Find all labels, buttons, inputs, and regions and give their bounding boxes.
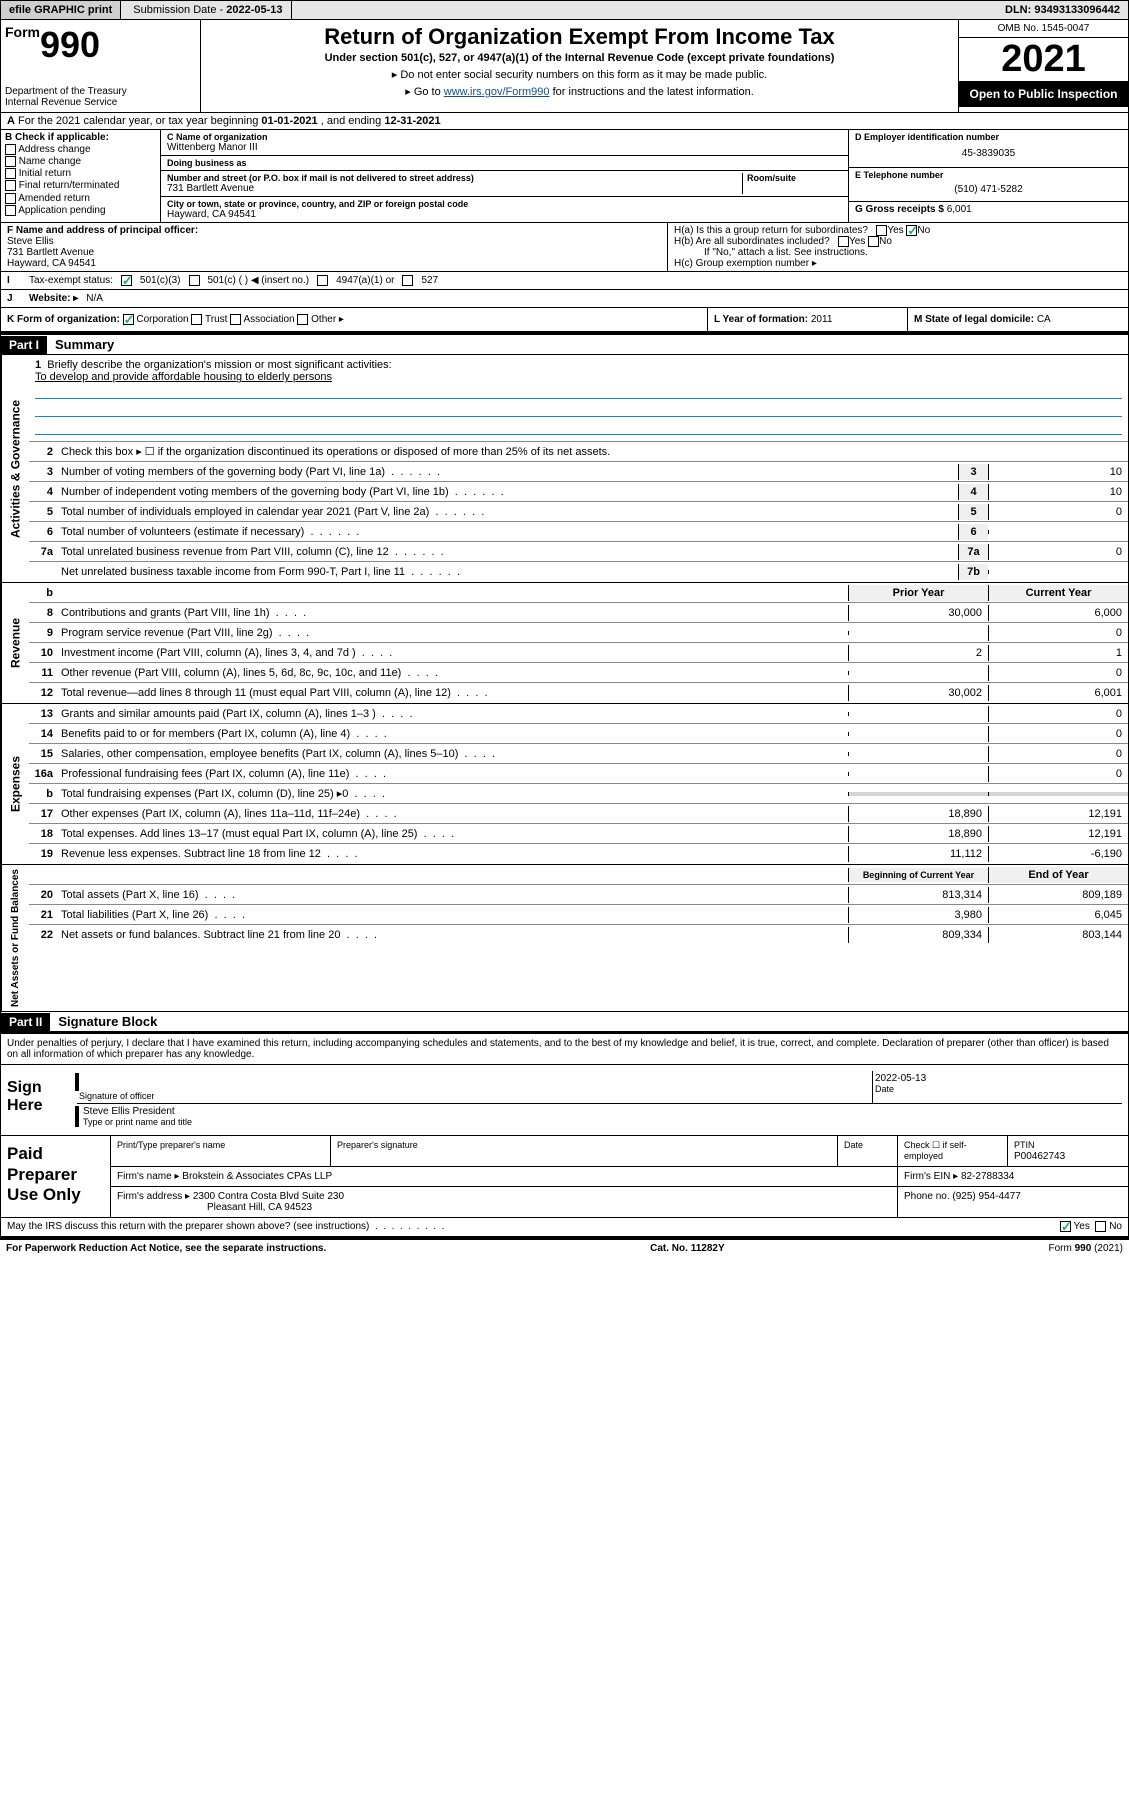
rev-line-8: 8Contributions and grants (Part VIII, li… (29, 603, 1128, 623)
form-subtitle: Under section 501(c), 527, or 4947(a)(1)… (211, 52, 948, 64)
rev-line-12: 12Total revenue—add lines 8 through 11 (… (29, 683, 1128, 703)
rev-line-11: 11Other revenue (Part VIII, column (A), … (29, 663, 1128, 683)
check-amended[interactable]: Amended return (5, 193, 156, 204)
discuss-yes[interactable] (1060, 1221, 1071, 1232)
treasury-dept: Department of the Treasury Internal Reve… (5, 86, 196, 108)
row-i: I Tax-exempt status: 501(c)(3) 501(c) ( … (0, 272, 1129, 290)
link-note: ▸ Go to www.irs.gov/Form990 for instruct… (211, 85, 948, 98)
exp-line-17: 17Other expenses (Part IX, column (A), l… (29, 804, 1128, 824)
row-j: J Website: ▸ N/A (0, 290, 1129, 308)
section-governance: Activities & Governance 1 Briefly descri… (0, 355, 1129, 583)
check-501c3[interactable] (121, 275, 132, 286)
gov-line-4: 4Number of independent voting members of… (29, 482, 1128, 502)
col-d-contact: D Employer identification number 45-3839… (848, 130, 1128, 222)
dln: DLN: 93493133096442 (997, 1, 1128, 19)
phone: (510) 471-5282 (855, 180, 1122, 199)
firm-phone: (925) 954-4477 (952, 1191, 1020, 1202)
section-net-assets: Net Assets or Fund Balances Beginning of… (0, 865, 1129, 1012)
firm-name: Brokstein & Associates CPAs LLP (182, 1171, 332, 1182)
officer-name: Steve Ellis (7, 236, 661, 247)
exp-line-b: bTotal fundraising expenses (Part IX, co… (29, 784, 1128, 804)
gross-receipts: 6,001 (947, 204, 972, 215)
gov-line-3: 3Number of voting members of the governi… (29, 462, 1128, 482)
line-a: A For the 2021 calendar year, or tax yea… (0, 113, 1129, 130)
gov-line-7b: Net unrelated business taxable income fr… (29, 562, 1128, 582)
check-other[interactable] (297, 314, 308, 325)
ein: 45-3839035 (855, 142, 1122, 165)
form-number: Form990 (5, 24, 196, 66)
gov-line-7a: 7aTotal unrelated business revenue from … (29, 542, 1128, 562)
section-revenue: Revenue b Prior Year Current Year 8Contr… (0, 583, 1129, 704)
sign-date: 2022-05-13 (875, 1073, 1120, 1084)
net-line-22: 22Net assets or fund balances. Subtract … (29, 925, 1128, 945)
exp-line-13: 13Grants and similar amounts paid (Part … (29, 704, 1128, 724)
mission: To develop and provide affordable housin… (35, 371, 332, 383)
topbar: efile GRAPHIC print Submission Date - 20… (0, 0, 1129, 20)
part2-bar: Part II Signature Block (0, 1012, 1129, 1032)
paid-preparer: Paid Preparer Use Only Print/Type prepar… (0, 1136, 1129, 1218)
block-bcd: B Check if applicable: Address change Na… (0, 130, 1129, 223)
omb-number: OMB No. 1545-0047 (959, 20, 1128, 38)
check-501c[interactable] (189, 275, 200, 286)
website: N/A (86, 293, 103, 304)
exp-line-14: 14Benefits paid to or for members (Part … (29, 724, 1128, 744)
street-address: 731 Bartlett Avenue (167, 183, 742, 194)
row-klm: K Form of organization: Corporation Trus… (0, 308, 1129, 332)
ssn-note: ▸ Do not enter social security numbers o… (211, 68, 948, 81)
part1-bar: Part I Summary (0, 332, 1129, 355)
check-4947[interactable] (317, 275, 328, 286)
firm-addr2: Pleasant Hill, CA 94523 (117, 1202, 312, 1213)
check-pending[interactable]: Application pending (5, 205, 156, 216)
check-address[interactable]: Address change (5, 144, 156, 155)
penalty-statement: Under penalties of perjury, I declare th… (0, 1032, 1129, 1065)
net-line-20: 20Total assets (Part X, line 16) . . . .… (29, 885, 1128, 905)
sign-here: Sign Here Signature of officer 2022-05-1… (0, 1065, 1129, 1136)
check-final[interactable]: Final return/terminated (5, 180, 156, 191)
net-line-21: 21Total liabilities (Part X, line 26) . … (29, 905, 1128, 925)
check-assoc[interactable] (230, 314, 241, 325)
rev-line-9: 9Program service revenue (Part VIII, lin… (29, 623, 1128, 643)
exp-line-19: 19Revenue less expenses. Subtract line 1… (29, 844, 1128, 864)
check-trust[interactable] (191, 314, 202, 325)
city-state-zip: Hayward, CA 94541 (167, 209, 842, 220)
exp-line-18: 18Total expenses. Add lines 13–17 (must … (29, 824, 1128, 844)
efile-label[interactable]: efile GRAPHIC print (1, 1, 121, 19)
discuss-no[interactable] (1095, 1221, 1106, 1232)
irs-link[interactable]: www.irs.gov/Form990 (444, 86, 550, 98)
exp-line-15: 15Salaries, other compensation, employee… (29, 744, 1128, 764)
form-title: Return of Organization Exempt From Incom… (211, 24, 948, 50)
officer-addr2: Hayward, CA 94541 (7, 258, 661, 269)
year-formation: 2011 (811, 314, 833, 325)
block-fh: F Name and address of principal officer:… (0, 223, 1129, 272)
check-initial[interactable]: Initial return (5, 168, 156, 179)
ptin: P00462743 (1014, 1151, 1065, 1162)
state-domicile: CA (1037, 314, 1051, 325)
public-inspection: Open to Public Inspection (959, 81, 1128, 107)
exp-line-16a: 16aProfessional fundraising fees (Part I… (29, 764, 1128, 784)
section-expenses: Expenses 13Grants and similar amounts pa… (0, 704, 1129, 865)
firm-ein: 82-2788334 (961, 1171, 1014, 1182)
col-c-org-info: C Name of organization Wittenberg Manor … (161, 130, 848, 222)
firm-addr1: 2300 Contra Costa Blvd Suite 230 (193, 1191, 344, 1202)
footer: For Paperwork Reduction Act Notice, see … (0, 1237, 1129, 1257)
officer-signature-name: Steve Ellis President (83, 1106, 1120, 1117)
officer-addr1: 731 Bartlett Avenue (7, 247, 661, 258)
gov-line-6: 6Total number of volunteers (estimate if… (29, 522, 1128, 542)
tax-year: 2021 (959, 38, 1128, 81)
discuss-row: May the IRS discuss this return with the… (0, 1218, 1129, 1236)
check-name[interactable]: Name change (5, 156, 156, 167)
check-corp[interactable] (123, 314, 134, 325)
check-527[interactable] (402, 275, 413, 286)
org-name: Wittenberg Manor III (167, 142, 842, 153)
gov-line-5: 5Total number of individuals employed in… (29, 502, 1128, 522)
col-b-checkboxes: B Check if applicable: Address change Na… (1, 130, 161, 222)
submission-date: Submission Date - 2022-05-13 (125, 1, 291, 19)
form-header: Form990 Department of the Treasury Inter… (0, 20, 1129, 113)
rev-line-10: 10Investment income (Part VIII, column (… (29, 643, 1128, 663)
